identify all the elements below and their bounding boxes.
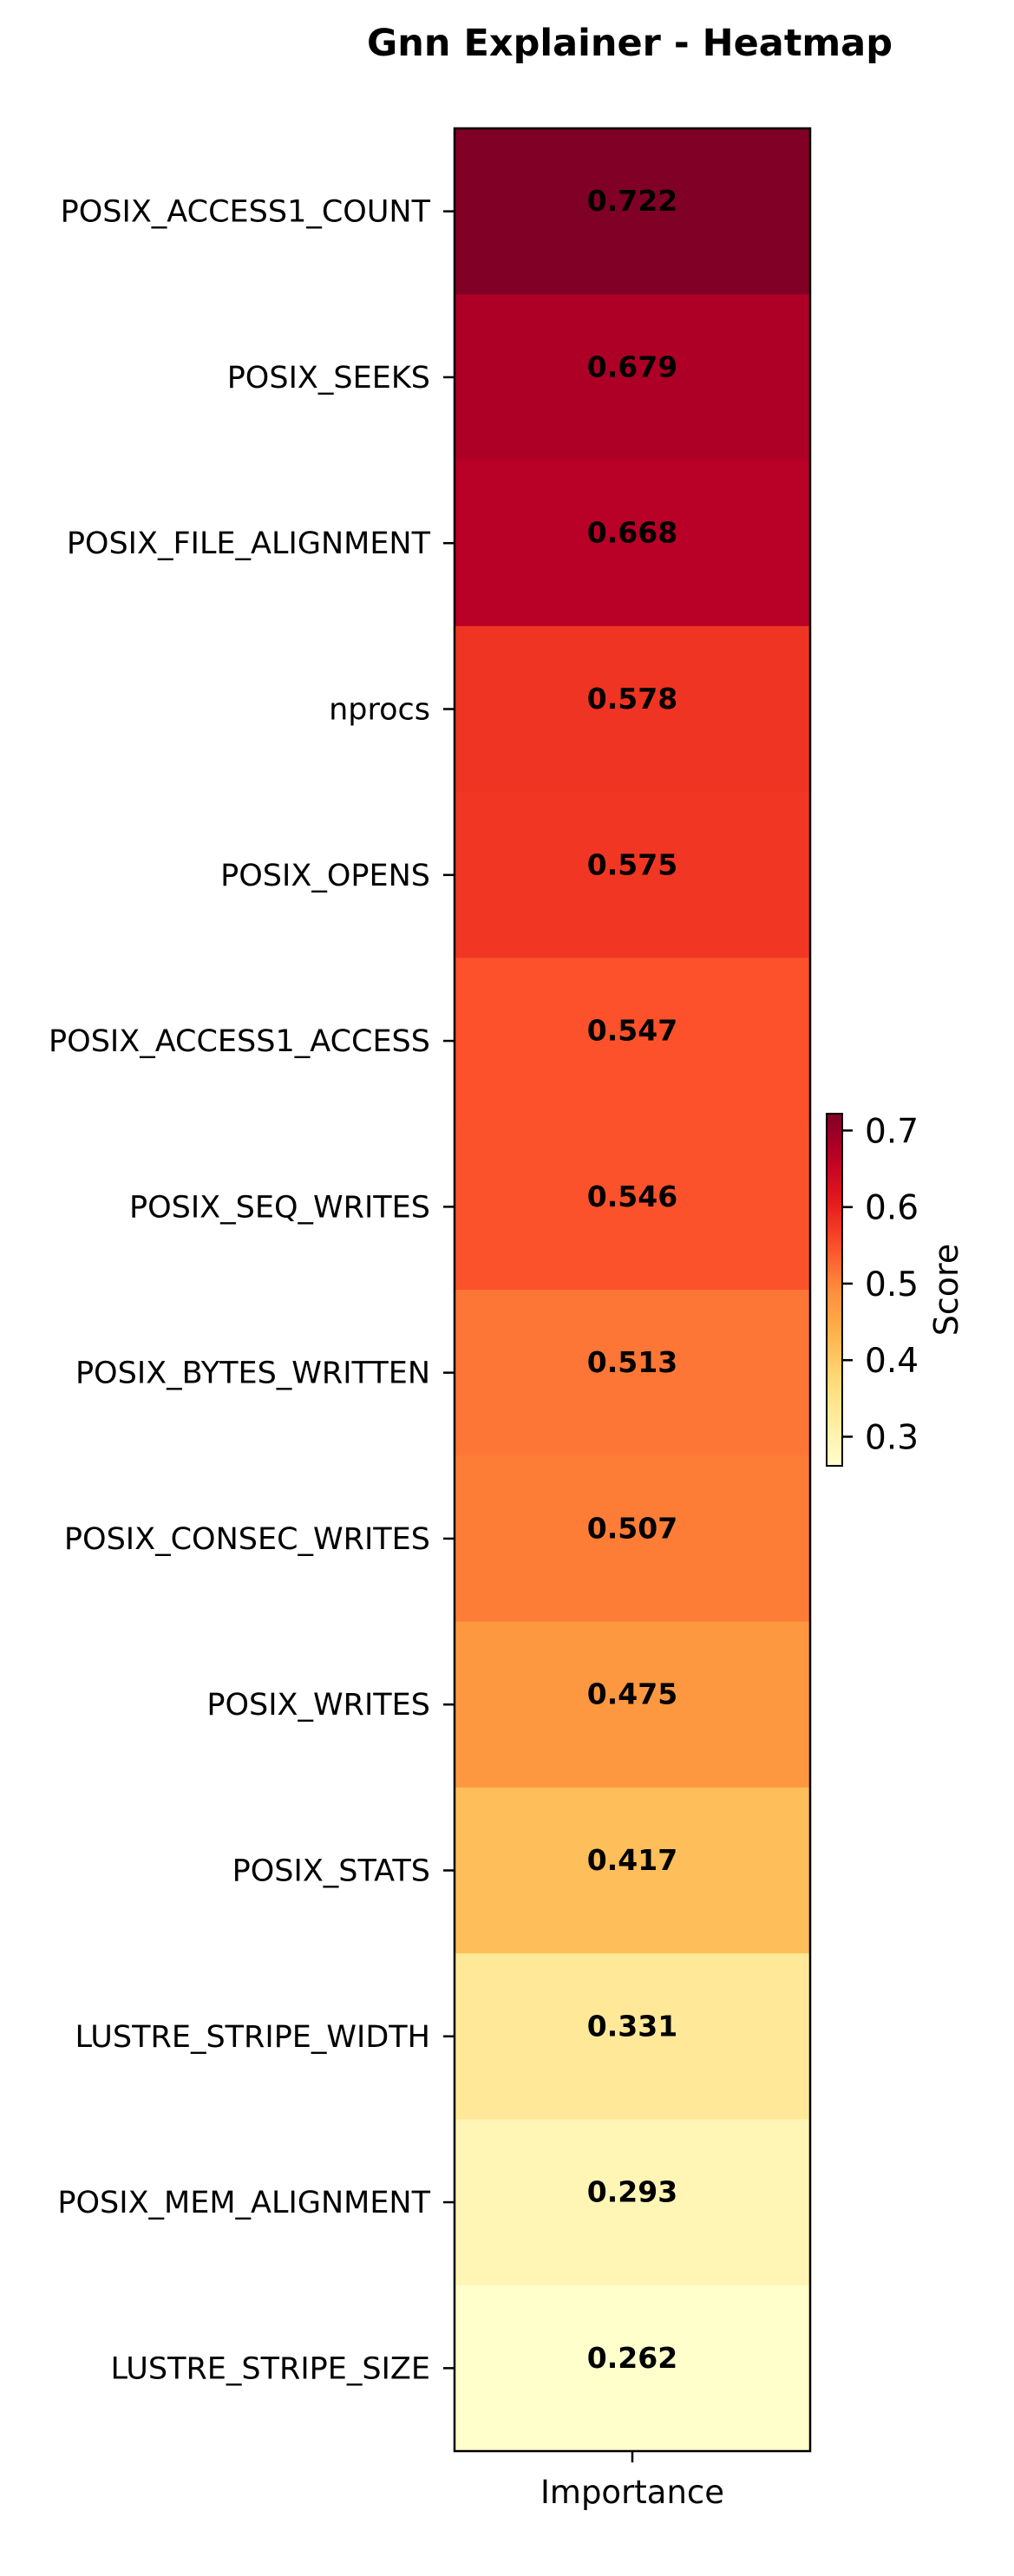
cell-value-label: 0.575	[587, 847, 677, 881]
y-axis: POSIX_ACCESS1_COUNT POSIX_SEEKS POSIX_FILE…	[49, 195, 455, 2386]
y-tick-label: POSIX_MEM_ALIGNMENT	[57, 2186, 430, 2220]
colorbar-label: Score	[927, 1244, 965, 1336]
colorbar-tick-label: 0.5	[865, 1265, 919, 1304]
heatmap-cells	[455, 128, 810, 2452]
colorbar	[826, 1113, 843, 1467]
y-tick-label: POSIX_CONSEC_WRITES	[64, 1522, 430, 1557]
heatmap-cell	[455, 2285, 810, 2452]
y-tick-label: POSIX_SEEKS	[227, 361, 430, 396]
cell-value-label: 0.417	[587, 1843, 677, 1877]
x-tick-label: Importance	[540, 2474, 724, 2511]
heatmap-cell	[455, 958, 810, 1125]
heatmap-cell	[455, 1787, 810, 1954]
cell-value-label: 0.722	[587, 184, 677, 218]
cell-value-label: 0.547	[587, 1014, 677, 1048]
y-tick-label: nprocs	[329, 693, 430, 728]
heatmap-cell	[455, 128, 810, 295]
heatmap-cell	[455, 2119, 810, 2286]
heatmap-cell	[455, 460, 810, 627]
cell-value-label: 0.293	[587, 2175, 677, 2209]
cell-value-labels: 0.722 0.679 0.668 0.578 0.575 0.547 0.546 0.513…	[587, 184, 677, 2375]
y-tick-label: POSIX_ACCESS1_ACCESS	[49, 1024, 430, 1059]
cell-value-label: 0.331	[587, 2009, 677, 2043]
cell-value-label: 0.507	[587, 1511, 677, 1545]
y-tick-label: POSIX_SEQ_WRITES	[129, 1190, 430, 1225]
heatmap-cell	[455, 294, 810, 461]
cell-value-label: 0.578	[587, 682, 677, 716]
heatmap-cell	[455, 1123, 810, 1291]
colorbar-tick-label: 0.6	[865, 1189, 919, 1228]
heatmap-cell	[455, 1290, 810, 1456]
cell-value-label: 0.513	[587, 1345, 677, 1379]
cell-value-label: 0.668	[587, 516, 677, 550]
colorbar-tick-label: 0.4	[865, 1342, 919, 1381]
cell-value-label: 0.475	[587, 1677, 677, 1711]
y-tick-label: POSIX_ACCESS1_COUNT	[61, 195, 431, 230]
colorbar-tick-label: 0.7	[865, 1112, 919, 1151]
y-tick-label: POSIX_BYTES_WRITTEN	[75, 1357, 430, 1391]
y-tick-label: POSIX_OPENS	[220, 859, 430, 893]
cell-value-label: 0.546	[587, 1180, 677, 1213]
heatmap-cell	[455, 1953, 810, 2121]
heatmap-cell	[455, 1621, 810, 1788]
y-tick-label: LUSTRE_STRIPE_SIZE	[111, 2351, 431, 2386]
cell-value-label: 0.679	[587, 350, 677, 383]
heatmap-cell	[455, 625, 810, 793]
x-axis: Importance	[540, 2451, 724, 2511]
y-tick-label: POSIX_WRITES	[206, 1688, 430, 1723]
cell-value-label: 0.262	[587, 2341, 677, 2375]
heatmap-cell	[455, 792, 810, 959]
y-tick-label: POSIX_STATS	[232, 1854, 430, 1889]
chart-title: Gnn Explainer - Heatmap	[367, 22, 893, 65]
y-tick-label: LUSTRE_STRIPE_WIDTH	[75, 2020, 430, 2055]
colorbar-ticks: 0.3 0.4 0.5 0.6 0.7	[842, 1112, 919, 1457]
y-tick-label: POSIX_FILE_ALIGNMENT	[67, 526, 431, 561]
heatmap-cell	[455, 1455, 810, 1623]
colorbar-tick-label: 0.3	[865, 1418, 919, 1457]
